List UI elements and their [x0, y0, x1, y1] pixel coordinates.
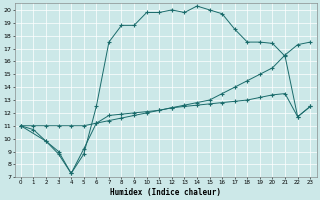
X-axis label: Humidex (Indice chaleur): Humidex (Indice chaleur)	[110, 188, 221, 197]
